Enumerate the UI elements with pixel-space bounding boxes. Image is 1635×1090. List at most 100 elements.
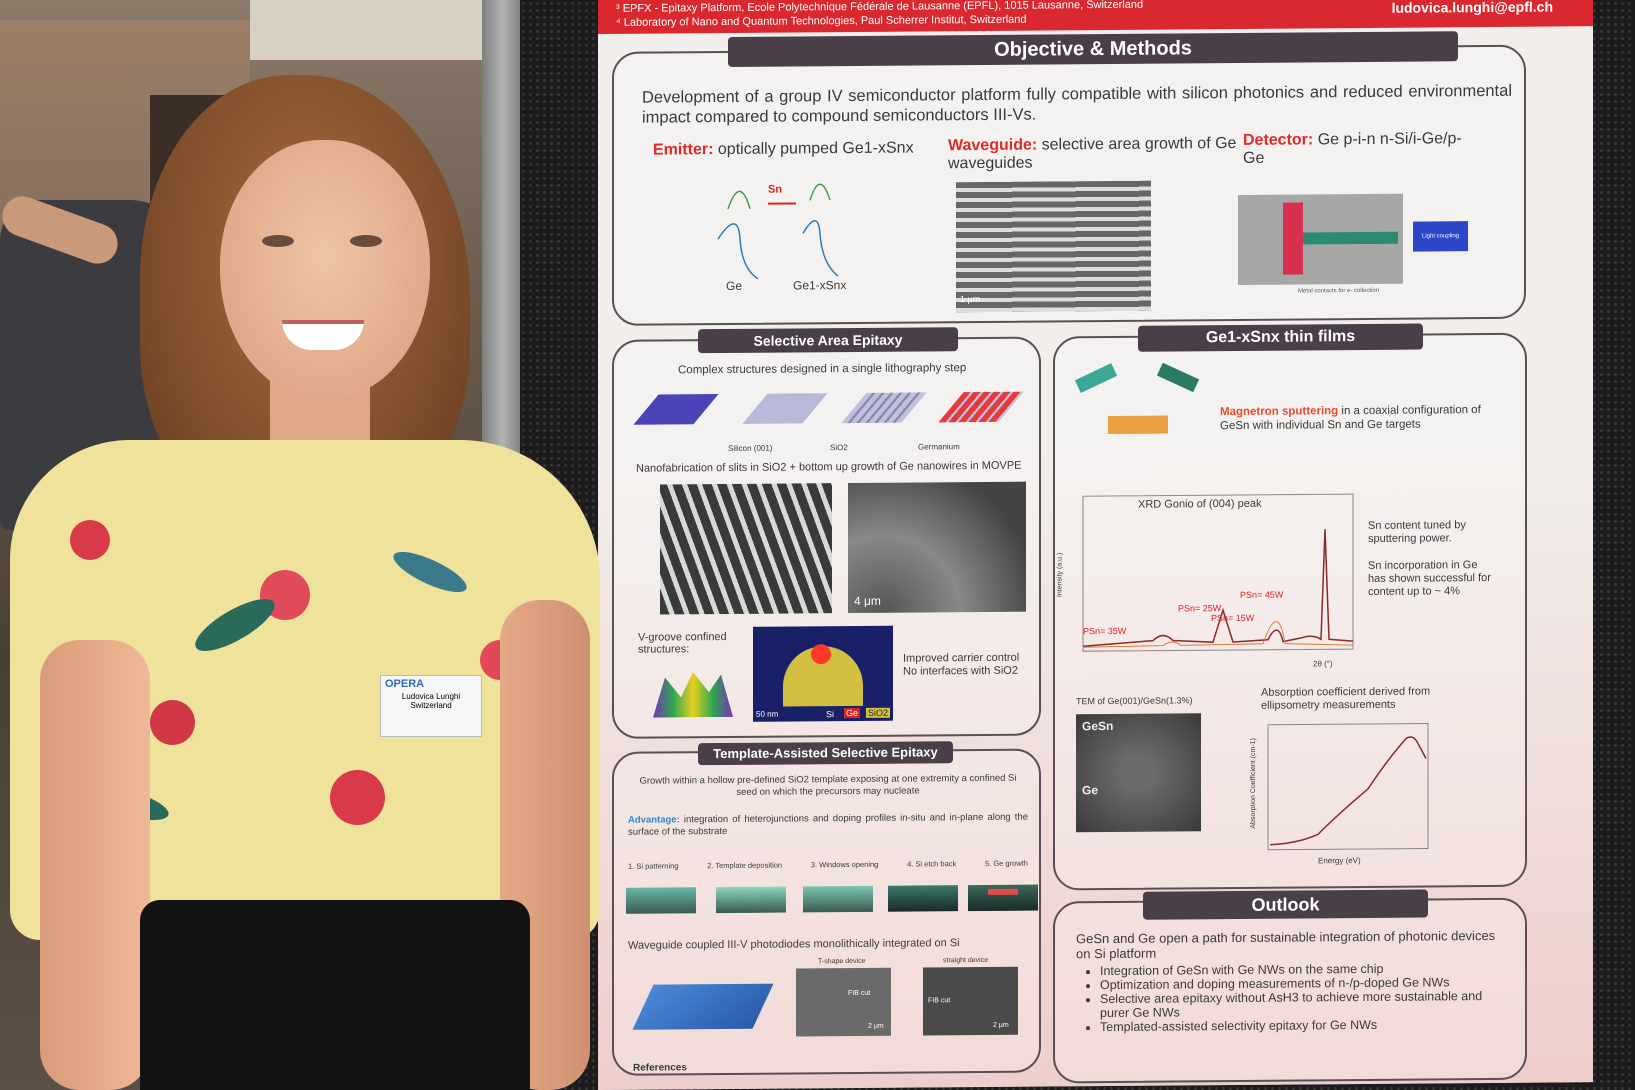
shirt-leaf	[388, 544, 472, 600]
sn-tuned-text: Sn content tuned by sputtering power.	[1368, 519, 1466, 545]
sputter-text: Magnetron sputtering in a coaxial config…	[1220, 403, 1510, 433]
waveguide-scale: 1 μm	[960, 293, 981, 305]
tase-step-1-image	[626, 887, 696, 914]
tase-step-3: 3. Windows opening	[810, 859, 879, 870]
tase-tshape-label: T-shape device	[818, 957, 866, 966]
tase-step-3-image	[803, 885, 873, 913]
sae-scale: 4 μm	[854, 593, 881, 608]
sn-incorporation-text: Sn incorporation in Ge has shown success…	[1368, 559, 1491, 598]
detector-text: Detector: Ge p-i-n n-Si/i-Ge/p-Ge	[1243, 130, 1463, 168]
shirt-flower	[70, 520, 110, 560]
tase-step-4-image	[888, 885, 958, 912]
waveguide-sem-image	[956, 180, 1151, 313]
name-badge: OPERA Ludovica Lunghi Switzerland	[380, 675, 482, 737]
tase-step-2: 2. Template deposition	[707, 860, 783, 871]
sae-vgroove: V-groove confined structures:	[638, 630, 727, 656]
band-label-ge: Ge	[726, 278, 743, 293]
tase-advantage: Advantage: integration of heterojunction…	[628, 812, 1028, 839]
legend-silicon: Silicon (001)	[728, 443, 773, 453]
xrd-chart	[1082, 493, 1354, 652]
tase-scale-2: 2 μm	[993, 1021, 1009, 1029]
objective-title: Objective & Methods	[728, 31, 1458, 67]
xrd-label-35w: PSn= 35W	[1083, 625, 1127, 637]
tase-straight-label: straight device	[943, 956, 989, 965]
outlook-list: Integration of GeSn with Ge NWs on the s…	[1078, 961, 1510, 1034]
detector-pin-region	[1283, 202, 1303, 275]
author-email: ludovica.lunghi@epfl.ch	[1391, 0, 1553, 16]
objective-intro: Development of a group IV semiconductor …	[642, 81, 1512, 127]
person-skirt	[140, 900, 530, 1090]
tase-step-1: 1. Si patterning	[628, 861, 679, 871]
outlook-bullet-3: Selective area epitaxy without AsH3 to a…	[1100, 989, 1510, 1020]
sae-tem-core	[811, 644, 831, 665]
poster: ³ EPFX - Epitaxy Platform, Ecole Polytec…	[598, 0, 1593, 1090]
sputter-label: Magnetron sputtering	[1220, 405, 1339, 419]
waveguide-text: Waveguide: selective area growth of Ge w…	[948, 135, 1248, 173]
xrd-label-25w: PSn= 25W	[1178, 603, 1222, 614]
badge-brand: OPERA	[385, 678, 425, 690]
xrd-title: XRD Gonio of (004) peak	[1138, 497, 1262, 511]
legend-germanium: Germanium	[918, 442, 960, 452]
films-title: Ge1-xSnx thin films	[1138, 323, 1423, 352]
tase-step-4: 4. Si etch back	[907, 859, 957, 869]
tase-advantage-label: Advantage:	[628, 814, 680, 826]
tase-ge-growth	[988, 888, 1018, 895]
person-smile	[282, 320, 364, 350]
badge-country: Switzerland	[410, 701, 452, 710]
films-tem-label: TEM of Ge(001)/GeSn(1.3%)	[1076, 695, 1193, 707]
tase-device-render	[632, 983, 774, 1030]
sae-tem-si: Si	[826, 709, 835, 720]
references-heading: References	[633, 1062, 687, 1074]
tase-title: Template-Assisted Selective Epitaxy	[698, 741, 953, 766]
badge-name: Ludovica Lunghi	[401, 692, 461, 701]
poster-header: ³ EPFX - Epitaxy Platform, Ecole Polytec…	[598, 0, 1593, 35]
xrd-label-45w: PSn= 45W	[1240, 589, 1284, 600]
emitter-text: Emitter: optically pumped Ge1-xSnx	[653, 139, 953, 159]
absorption-title: Absorption coefficient derived from elli…	[1261, 685, 1431, 712]
tase-step-2-image	[716, 886, 786, 914]
sae-bullets: Improved carrier control No interfaces w…	[903, 652, 1023, 679]
sae-tem-ge: Ge	[844, 707, 861, 719]
sae-bullet-1: Improved carrier control	[903, 651, 1020, 665]
outlook-title: Outlook	[1143, 889, 1428, 920]
affiliation-3: ³ EPFX - Epitaxy Platform, Ecole Polytec…	[616, 0, 1144, 15]
sae-sem-slits	[660, 483, 832, 615]
films-tem-gesn: GeSn	[1082, 718, 1114, 734]
xrd-xlabel: 2θ (°)	[1313, 659, 1333, 669]
waveguide-label: Waveguide:	[948, 136, 1038, 155]
sae-tem-scale: 50 nm	[756, 709, 779, 719]
person-eye-left	[262, 235, 294, 247]
absorption-ylabel: Absorption Coefficient (cm-1)	[1249, 738, 1257, 829]
background-sky	[250, 0, 490, 60]
light-coupling-box: Light coupling	[1413, 221, 1468, 252]
shirt-leaf	[188, 589, 282, 661]
metal-contacts-label: Metal contacts for e- collection	[1298, 287, 1380, 295]
emitter-desc: optically pumped Ge1-xSnx	[717, 139, 914, 159]
detector-label: Detector:	[1243, 131, 1314, 149]
person-eye-right	[350, 235, 382, 247]
detector-image	[1238, 193, 1403, 285]
shirt-flower	[150, 700, 195, 745]
absorption-chart	[1267, 722, 1429, 851]
affiliation-4: ⁴ Laboratory of Nano and Quantum Technol…	[616, 13, 1027, 29]
tase-growth: Growth within a hollow pre-defined SiO2 …	[639, 772, 1017, 798]
films-tem-ge: Ge	[1082, 783, 1099, 798]
band-diagram	[717, 183, 839, 280]
emitter-label: Emitter:	[653, 141, 714, 159]
shirt-flower	[330, 770, 385, 825]
person-arm-left	[40, 640, 150, 1090]
sputter-substrate	[1108, 415, 1168, 434]
legend-sio2: SiO2	[830, 443, 848, 453]
sae-bullet-2: No interfaces with SiO2	[903, 664, 1018, 678]
band-arrow-label: Sn	[768, 183, 783, 196]
tase-fib-2: FIB cut	[928, 997, 951, 1005]
sae-subtitle: Complex structures designed in a single …	[678, 362, 967, 377]
person-face	[220, 140, 430, 400]
absorption-xlabel: Energy (eV)	[1318, 856, 1361, 866]
band-label-gesn: Ge1-xSnx	[793, 278, 847, 293]
tase-advantage-desc: integration of heterojunctions and dopin…	[628, 811, 1029, 838]
tase-fib-1: FIB cut	[848, 989, 871, 998]
tase-step-5: 5. Ge growth	[985, 858, 1028, 868]
xrd-ylabel: Intensity (a.u.)	[1056, 552, 1064, 598]
outlook-intro: GeSn and Ge open a path for sustainable …	[1076, 927, 1496, 962]
